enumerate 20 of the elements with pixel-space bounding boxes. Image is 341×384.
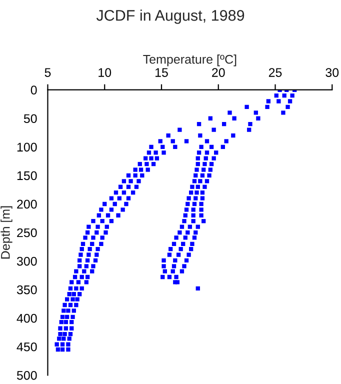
- x-tick-label: 5: [44, 68, 51, 77]
- x-tick-label: 30: [326, 68, 339, 77]
- x-tick-label: 10: [98, 68, 112, 77]
- y-tick-label: 450: [16, 342, 37, 352]
- y-tick-label: 400: [16, 314, 37, 323]
- x-tick-label: 25: [268, 68, 282, 77]
- y-tick-label: 300: [16, 256, 37, 266]
- y-tick-label: 100: [17, 142, 37, 152]
- chart-title: JCDF in August, 1989: [96, 10, 244, 24]
- y-tick-label: 500: [16, 370, 37, 380]
- y-tick-label: 350: [16, 285, 37, 294]
- x-tick-label: 15: [156, 68, 168, 77]
- y-axis-title: Depth [m]: [0, 206, 12, 259]
- y-tick-label: 150: [17, 171, 37, 180]
- x-tick-label: 20: [212, 68, 225, 77]
- x-axis-title: Temperature [ºC]: [143, 54, 236, 66]
- y-tick-label: 0: [30, 86, 37, 95]
- y-tick-label: 200: [17, 200, 37, 209]
- y-tick-label: 250: [17, 228, 37, 238]
- y-tick-label: 50: [24, 114, 37, 124]
